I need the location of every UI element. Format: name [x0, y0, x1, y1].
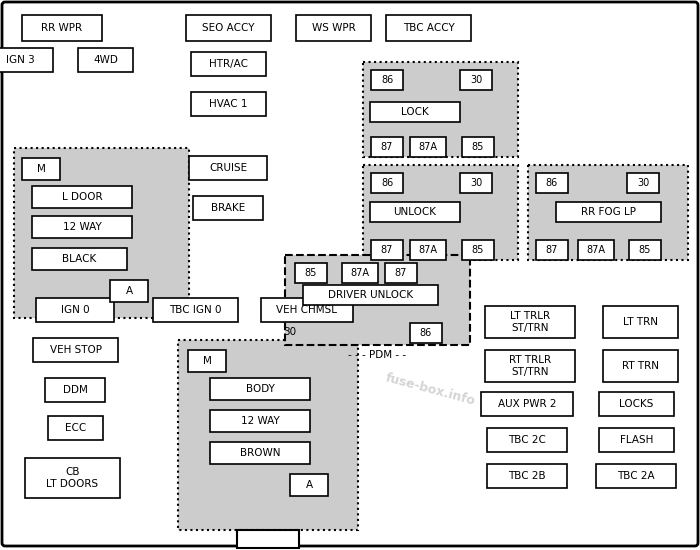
FancyBboxPatch shape: [290, 474, 328, 496]
Text: VEH STOP: VEH STOP: [50, 345, 102, 355]
FancyBboxPatch shape: [32, 186, 132, 208]
Text: RR WPR: RR WPR: [41, 23, 83, 33]
Text: RT TRLR
ST/TRN: RT TRLR ST/TRN: [509, 355, 551, 377]
FancyBboxPatch shape: [410, 240, 446, 260]
FancyBboxPatch shape: [370, 202, 460, 222]
Text: FLASH: FLASH: [620, 435, 653, 445]
FancyBboxPatch shape: [237, 530, 299, 548]
Text: 85: 85: [304, 268, 317, 278]
FancyBboxPatch shape: [386, 15, 471, 41]
Text: 12 WAY: 12 WAY: [62, 222, 102, 232]
FancyBboxPatch shape: [485, 350, 575, 382]
Text: TBC IGN 0: TBC IGN 0: [169, 305, 222, 315]
Text: M: M: [202, 356, 211, 366]
FancyBboxPatch shape: [186, 15, 271, 41]
FancyBboxPatch shape: [410, 137, 446, 157]
FancyBboxPatch shape: [462, 240, 494, 260]
Text: 30: 30: [284, 327, 297, 337]
Text: UNLOCK: UNLOCK: [393, 207, 437, 217]
FancyBboxPatch shape: [481, 392, 573, 416]
Text: 87: 87: [546, 245, 558, 255]
FancyBboxPatch shape: [371, 173, 403, 193]
FancyBboxPatch shape: [110, 280, 148, 302]
Text: fuse-box.info: fuse-box.info: [384, 372, 477, 408]
FancyBboxPatch shape: [599, 428, 674, 452]
Text: - - - PDM - -: - - - PDM - -: [349, 350, 407, 360]
Text: 30: 30: [637, 178, 649, 188]
FancyBboxPatch shape: [191, 52, 266, 76]
FancyBboxPatch shape: [487, 464, 567, 488]
Text: 87: 87: [381, 142, 393, 152]
FancyBboxPatch shape: [363, 62, 518, 157]
Text: WS WPR: WS WPR: [312, 23, 356, 33]
FancyBboxPatch shape: [285, 255, 470, 345]
Text: ECC: ECC: [65, 423, 86, 433]
FancyBboxPatch shape: [14, 148, 189, 318]
Text: RR FOG LP: RR FOG LP: [581, 207, 636, 217]
Text: 30: 30: [470, 178, 482, 188]
FancyBboxPatch shape: [603, 306, 678, 338]
FancyBboxPatch shape: [363, 165, 518, 260]
Text: HTR/AC: HTR/AC: [209, 59, 248, 69]
Text: SEO ACCY: SEO ACCY: [202, 23, 255, 33]
Text: CRUISE: CRUISE: [209, 163, 247, 173]
Text: TBC 2B: TBC 2B: [508, 471, 546, 481]
FancyBboxPatch shape: [193, 196, 263, 220]
FancyBboxPatch shape: [460, 70, 492, 90]
Text: 85: 85: [639, 245, 651, 255]
FancyBboxPatch shape: [153, 298, 238, 322]
Text: 30: 30: [470, 75, 482, 85]
Text: A: A: [305, 480, 313, 490]
Text: LOCK: LOCK: [401, 107, 429, 117]
Text: 12 WAY: 12 WAY: [241, 416, 279, 426]
Text: 86: 86: [381, 75, 393, 85]
FancyBboxPatch shape: [371, 137, 403, 157]
FancyBboxPatch shape: [78, 48, 133, 72]
FancyBboxPatch shape: [536, 240, 568, 260]
FancyBboxPatch shape: [32, 216, 132, 238]
Text: RT TRN: RT TRN: [622, 361, 659, 371]
Text: IGN 3: IGN 3: [6, 55, 35, 65]
Text: DRIVER UNLOCK: DRIVER UNLOCK: [328, 290, 413, 300]
FancyBboxPatch shape: [178, 340, 358, 530]
FancyBboxPatch shape: [295, 263, 327, 283]
FancyBboxPatch shape: [578, 240, 614, 260]
FancyBboxPatch shape: [371, 240, 403, 260]
Text: LT TRLR
ST/TRN: LT TRLR ST/TRN: [510, 311, 550, 333]
FancyBboxPatch shape: [342, 263, 378, 283]
Text: IGN 0: IGN 0: [61, 305, 90, 315]
Text: TBC ACCY: TBC ACCY: [402, 23, 454, 33]
Text: 87: 87: [395, 268, 407, 278]
FancyBboxPatch shape: [210, 378, 310, 400]
Text: A: A: [125, 286, 132, 296]
FancyBboxPatch shape: [303, 285, 438, 305]
Text: 87A: 87A: [419, 142, 438, 152]
Text: CB
LT DOORS: CB LT DOORS: [46, 467, 99, 489]
FancyBboxPatch shape: [528, 165, 688, 260]
Text: 86: 86: [546, 178, 558, 188]
Text: DDM: DDM: [62, 385, 88, 395]
Text: M: M: [36, 164, 46, 174]
Text: 4WD: 4WD: [93, 55, 118, 65]
FancyBboxPatch shape: [33, 338, 118, 362]
Text: TBC 2C: TBC 2C: [508, 435, 546, 445]
FancyBboxPatch shape: [36, 298, 114, 322]
Text: 86: 86: [381, 178, 393, 188]
FancyBboxPatch shape: [32, 248, 127, 270]
FancyBboxPatch shape: [370, 102, 460, 122]
FancyBboxPatch shape: [210, 442, 310, 464]
FancyBboxPatch shape: [556, 202, 661, 222]
FancyBboxPatch shape: [189, 156, 267, 180]
Text: TBC 2A: TBC 2A: [617, 471, 654, 481]
Text: LT TRN: LT TRN: [623, 317, 658, 327]
FancyBboxPatch shape: [599, 392, 674, 416]
FancyBboxPatch shape: [603, 350, 678, 382]
FancyBboxPatch shape: [188, 350, 226, 372]
FancyBboxPatch shape: [0, 48, 53, 72]
FancyBboxPatch shape: [460, 173, 492, 193]
FancyBboxPatch shape: [25, 458, 120, 498]
Text: BODY: BODY: [246, 384, 274, 394]
FancyBboxPatch shape: [296, 15, 371, 41]
Text: 87: 87: [381, 245, 393, 255]
